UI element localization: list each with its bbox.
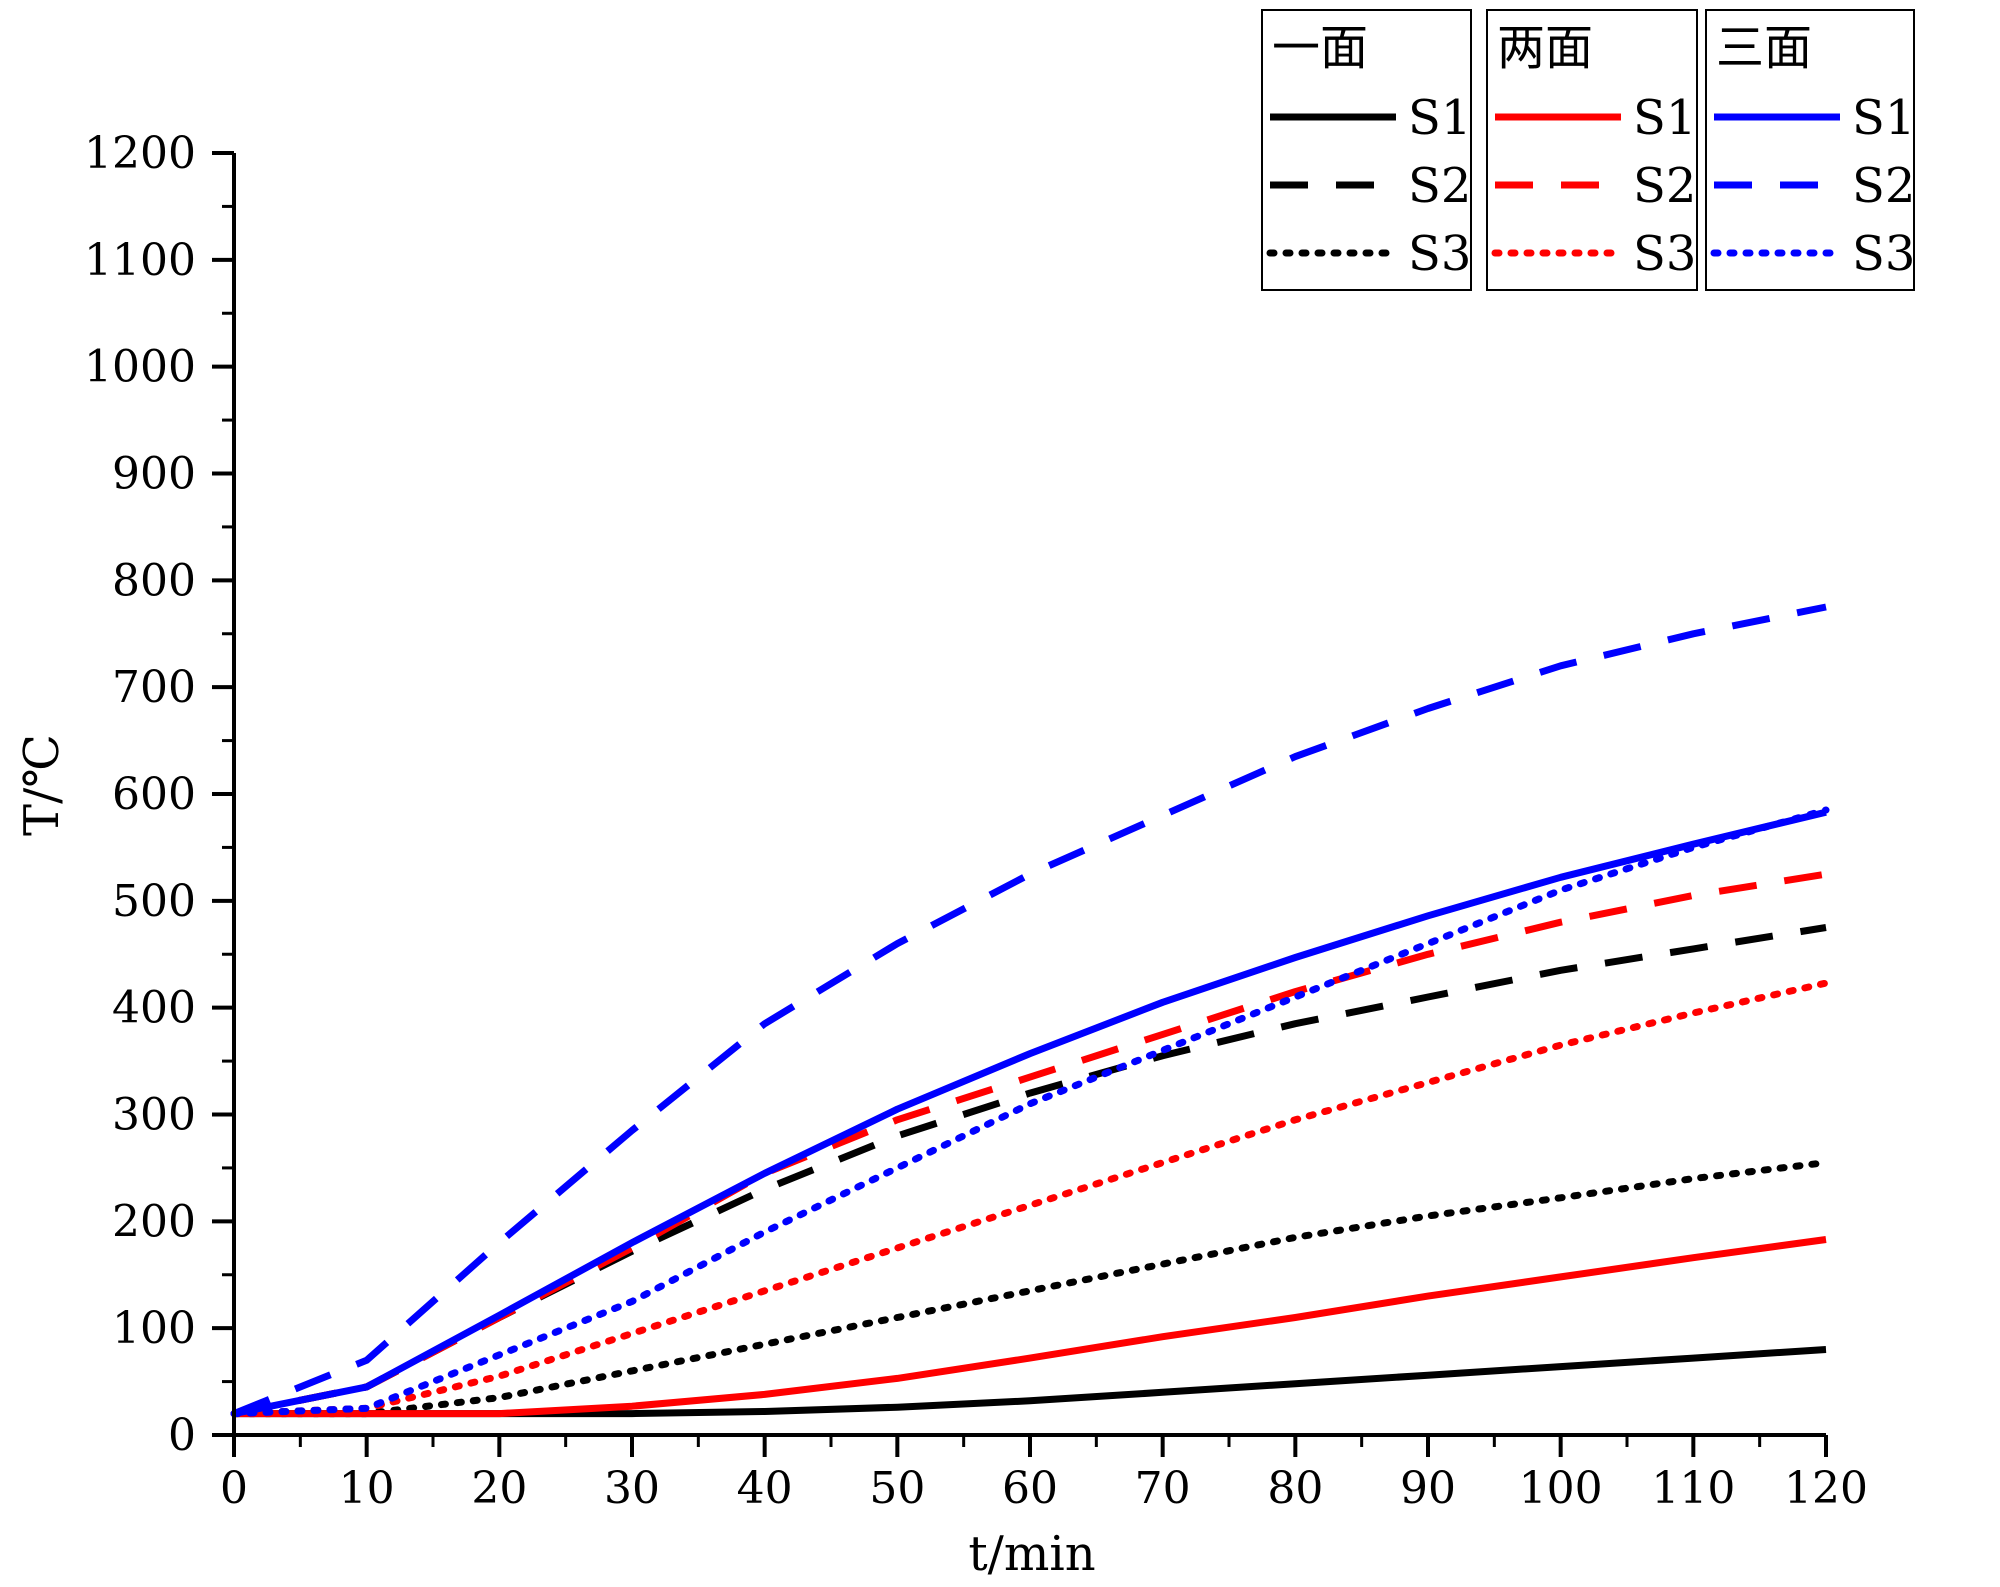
legend-entry-label: S3: [1633, 226, 1696, 282]
x-axis-label: t/min: [968, 1526, 1095, 1582]
y-tick-label: 500: [112, 876, 196, 927]
axes: 0100200300400500600700800900100011001200…: [84, 128, 1868, 1514]
y-tick-label: 0: [168, 1410, 196, 1461]
x-tick-label: 60: [1002, 1463, 1058, 1514]
y-axis-label: T/℃: [14, 734, 70, 836]
series-line-7: [233, 808, 1827, 1418]
y-tick-label: 400: [112, 983, 196, 1034]
legend-group-title: 三面: [1716, 20, 1812, 76]
legend-entry-label: S1: [1852, 90, 1915, 146]
x-tick-label: 30: [604, 1463, 660, 1514]
y-tick-label: 100: [112, 1303, 196, 1354]
plot-lines: [230, 603, 1830, 1418]
series-line-9: [230, 806, 1830, 1418]
legend: 一面 S1 S2 S3 两面 S1 S2 S3 三面 S1 S2 S3: [1261, 9, 1915, 291]
series-line-2: [233, 924, 1827, 1418]
x-tick-label: 10: [339, 1463, 395, 1514]
y-tick-label: 300: [112, 1090, 196, 1141]
legend-entry-label: S3: [1852, 226, 1915, 282]
series-line-8: [232, 603, 1827, 1417]
x-tick-label: 100: [1519, 1463, 1603, 1514]
y-tick-label: 600: [112, 769, 196, 820]
series-line-3: [230, 1159, 1830, 1418]
legend-group-title: 两面: [1497, 20, 1593, 76]
x-tick-label: 0: [220, 1463, 248, 1514]
legend-entry-label: S1: [1633, 90, 1696, 146]
series-line-4: [234, 1236, 1827, 1418]
y-tick-label: 1000: [84, 342, 196, 393]
legend-entry-label: S2: [1633, 158, 1696, 214]
x-tick-label: 80: [1267, 1463, 1323, 1514]
y-tick-label: 700: [112, 662, 196, 713]
x-tick-label: 40: [737, 1463, 793, 1514]
y-tick-label: 200: [112, 1196, 196, 1247]
legend-box: [1705, 9, 1915, 291]
series-line-6: [230, 979, 1830, 1418]
x-tick-label: 70: [1135, 1463, 1191, 1514]
legend-box: [1261, 9, 1472, 291]
x-tick-label: 120: [1784, 1463, 1868, 1514]
y-tick-label: 900: [112, 449, 196, 500]
legend-entry-label: S1: [1408, 90, 1471, 146]
legend-entry-label: S3: [1408, 226, 1471, 282]
x-tick-label: 110: [1651, 1463, 1735, 1514]
x-tick-label: 90: [1400, 1463, 1456, 1514]
legend-entry-label: S2: [1408, 158, 1471, 214]
legend-entry-label: S2: [1852, 158, 1915, 214]
legend-group-title: 一面: [1272, 20, 1368, 76]
legend-box: [1486, 9, 1698, 291]
x-tick-label: 20: [471, 1463, 527, 1514]
y-tick-label: 1100: [84, 235, 196, 286]
y-tick-label: 800: [112, 555, 196, 606]
y-tick-label: 1200: [84, 128, 196, 179]
x-tick-label: 50: [869, 1463, 925, 1514]
